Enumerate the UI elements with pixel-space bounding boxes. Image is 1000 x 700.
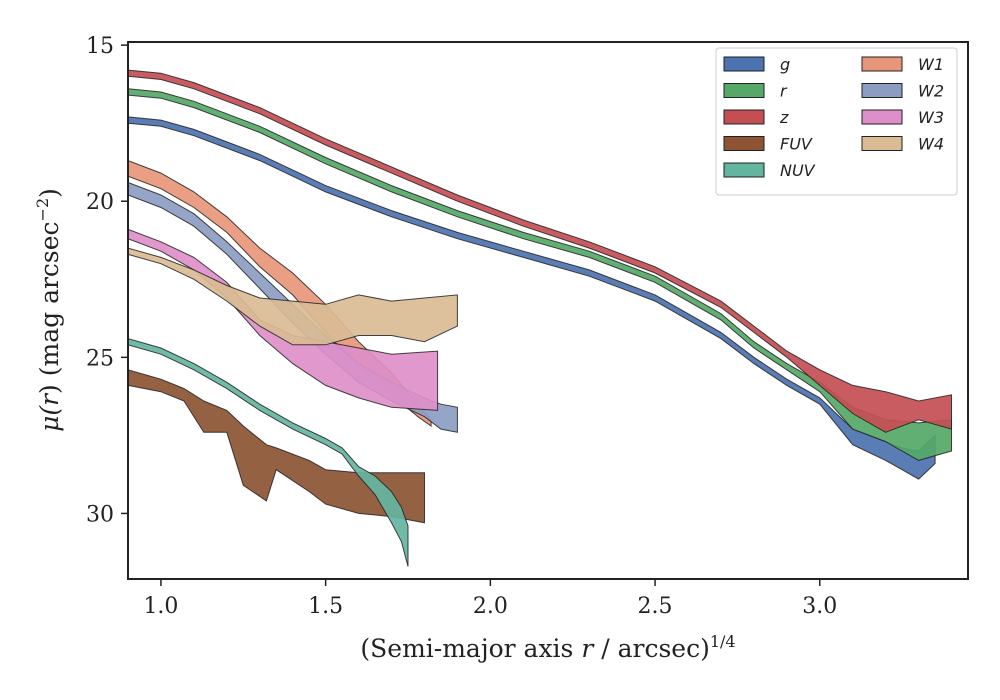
- y-tick-label: 20: [86, 190, 114, 215]
- series-bands: [128, 69, 952, 567]
- legend-label-w3: W3: [918, 108, 944, 127]
- x-axis-title: (Semi-major axis r / arcsec)1/4: [360, 632, 735, 663]
- legend-swatch-z: [723, 109, 765, 125]
- legend-label-w4: W4: [918, 135, 944, 154]
- legend-label-w1: W1: [918, 55, 944, 74]
- y-tick-label: 25: [86, 346, 114, 371]
- legend-label-r: r: [780, 82, 788, 101]
- x-tick-label: 3.0: [802, 594, 837, 619]
- x-axis-ticks: 1.0 1.5 2.0 2.5 3.0: [143, 579, 837, 619]
- legend-swatch-w3: [861, 109, 903, 125]
- x-tick-label: 1.0: [143, 594, 178, 619]
- legend-swatch-w1: [861, 56, 903, 72]
- legend-label-w2: W2: [918, 82, 944, 101]
- legend-label-z: z: [779, 108, 789, 127]
- plot-frame: [127, 41, 969, 580]
- legend: grz FUV NUV W1 W2 W3 W4: [715, 47, 958, 196]
- y-tick-label: 30: [86, 502, 114, 527]
- legend-swatch-w4: [861, 136, 903, 151]
- legend-swatch-g: [723, 56, 765, 72]
- x-tick-label: 2.5: [638, 594, 673, 619]
- legend-swatch-w2: [861, 83, 903, 98]
- y-tick-label: 15: [86, 34, 114, 59]
- y-axis-title: μ(r) (mag arcsec−2): [33, 188, 64, 432]
- legend-label-fuv: FUV: [780, 135, 813, 154]
- band-nuv: [128, 338, 409, 567]
- legend-swatch-r: [723, 83, 765, 98]
- x-tick-label: 1.5: [308, 594, 343, 619]
- legend-label-nuv: NUV: [780, 161, 816, 180]
- legend-swatch-nuv: [723, 162, 765, 178]
- band-fuv: [128, 369, 425, 524]
- legend-swatch-fuv: [723, 136, 765, 151]
- x-tick-label: 2.0: [473, 594, 508, 619]
- y-axis-ticks: 15 20 25 30: [86, 34, 128, 527]
- band-z: [128, 69, 952, 433]
- legend-label-g: g: [780, 55, 790, 74]
- band-g: [128, 116, 936, 480]
- band-w4: [128, 247, 458, 346]
